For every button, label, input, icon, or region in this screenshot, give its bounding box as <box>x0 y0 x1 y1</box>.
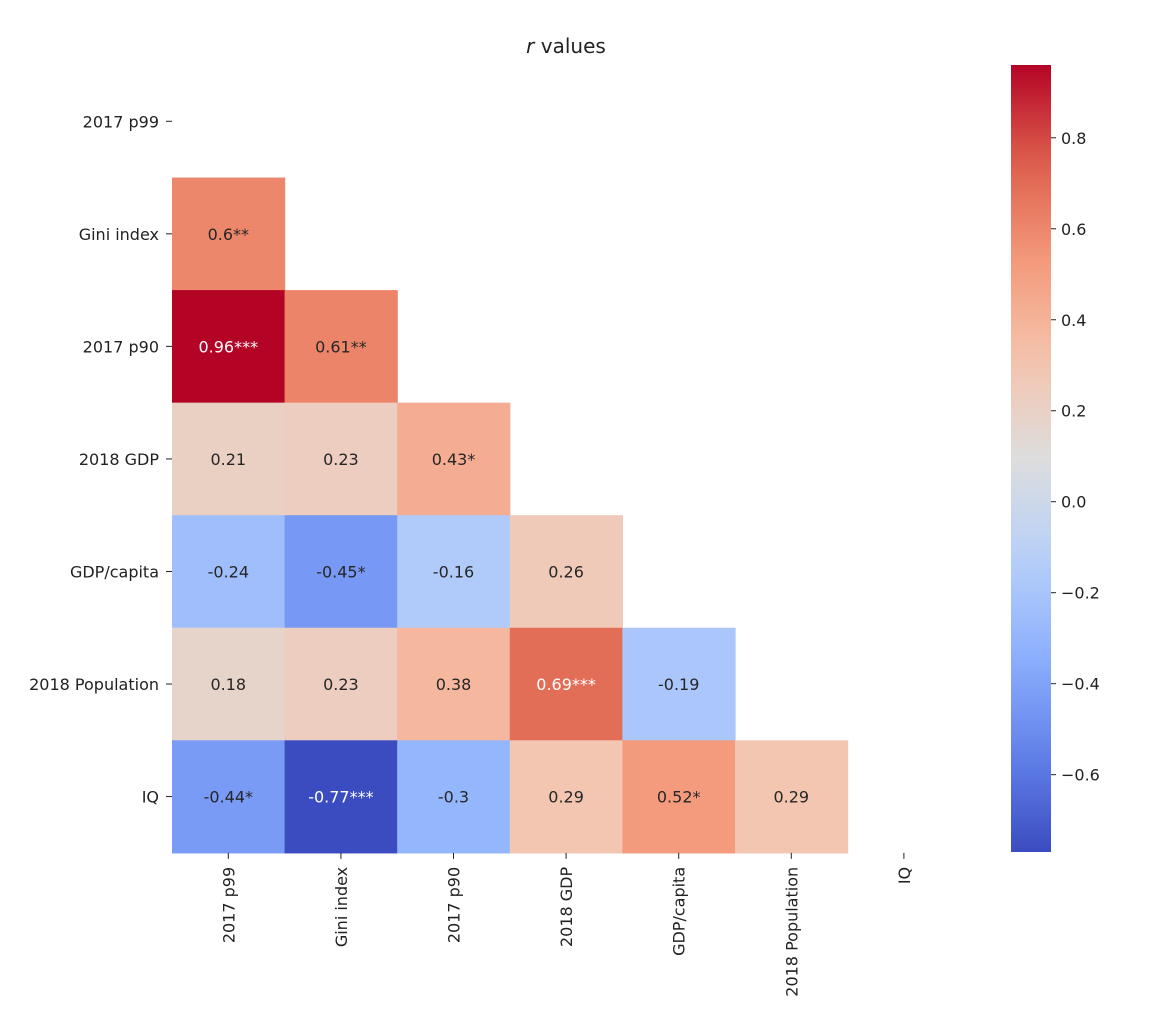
cell-value-label: 0.18 <box>210 675 246 694</box>
chart-title-rest: values <box>534 34 605 58</box>
colorbar-tick-label: −0.6 <box>1061 766 1100 785</box>
chart-title-italic: r <box>526 34 536 58</box>
cell-value-label: -0.77*** <box>308 788 373 807</box>
colorbar-tick-label: −0.4 <box>1061 675 1100 694</box>
cell-value-label: -0.19 <box>658 675 699 694</box>
cell-value-label: 0.29 <box>548 788 584 807</box>
heatmap-cell <box>622 627 736 741</box>
x-tick-label: 2018 GDP <box>557 866 576 947</box>
heatmap-cells <box>172 177 849 854</box>
y-axis: 2017 p99 Gini index 2017 p90 2018 GDP GDP/ca… <box>29 112 172 807</box>
cell-value-label: 0.61** <box>315 337 367 356</box>
x-tick-label: 2017 p90 <box>445 867 464 943</box>
x-tick-label: 2018 Population <box>782 867 801 997</box>
colorbar-gradient <box>1011 65 1051 852</box>
colorbar: 0.8 0.6 0.4 0.2 0.0 −0.2 −0.4 −0.6 <box>1011 65 1100 852</box>
cell-value-label: -0.3 <box>438 788 469 807</box>
cell-value-label: 0.96*** <box>198 337 258 356</box>
cell-value-label: 0.23 <box>323 450 359 469</box>
heatmap-cell <box>509 740 623 854</box>
y-tick-label: 2017 p90 <box>83 337 159 356</box>
cell-value-label: 0.43* <box>432 450 476 469</box>
y-tick-label: Gini index <box>79 225 159 244</box>
cell-value-label: 0.23 <box>323 675 359 694</box>
heatmap-cell <box>397 515 511 629</box>
heatmap-cell <box>397 740 511 854</box>
heatmap-cell <box>172 402 286 516</box>
cell-value-label: 0.21 <box>210 450 246 469</box>
heatmap-cell <box>172 290 286 404</box>
heatmap-cell <box>509 515 623 629</box>
y-tick-label: 2018 GDP <box>79 450 160 469</box>
y-tick-label: 2018 Population <box>29 675 159 694</box>
y-tick-label: IQ <box>142 788 159 807</box>
colorbar-tick-label: 0.6 <box>1061 220 1086 239</box>
x-tick-label: 2017 p99 <box>219 867 238 943</box>
heatmap-cell <box>735 740 849 854</box>
cell-value-label: 0.6** <box>208 225 249 244</box>
heatmap-cell <box>172 627 286 741</box>
heatmap-cell <box>284 627 398 741</box>
cell-value-label: 0.26 <box>548 562 584 581</box>
heatmap-cell <box>172 740 286 854</box>
chart-title: r values <box>526 34 606 58</box>
heatmap-cell <box>172 515 286 629</box>
y-tick-label: 2017 p99 <box>83 112 159 131</box>
cell-value-label: -0.16 <box>433 562 474 581</box>
cell-value-label: 0.29 <box>773 788 809 807</box>
x-tick-label: IQ <box>895 867 914 884</box>
cell-value-label: -0.45* <box>316 562 365 581</box>
x-tick-label: Gini index <box>332 867 351 947</box>
heatmap-cell <box>172 177 286 291</box>
y-tick-label: GDP/capita <box>70 562 159 581</box>
heatmap-cell <box>284 290 398 404</box>
heatmap-cell <box>622 740 736 854</box>
heatmap-annotations: 0.6** 0.96*** 0.61** 0.21 0.23 0.43* -0.24 -0.4… <box>198 225 809 807</box>
heatmap-cell <box>397 402 511 516</box>
x-tick-label: GDP/capita <box>670 867 689 956</box>
colorbar-tick-label: 0.4 <box>1061 311 1086 330</box>
colorbar-tick-label: 0.0 <box>1061 493 1086 512</box>
heatmap-cell <box>284 402 398 516</box>
colorbar-tick-label: 0.8 <box>1061 129 1086 148</box>
cell-value-label: -0.44* <box>204 788 253 807</box>
heatmap-cell <box>284 515 398 629</box>
heatmap-cell <box>509 627 623 741</box>
cell-value-label: -0.24 <box>208 562 249 581</box>
cell-value-label: 0.69*** <box>536 675 596 694</box>
cell-value-label: 0.52* <box>657 788 701 807</box>
x-axis: 2017 p99 Gini index 2017 p90 2018 GDP GDP/ca… <box>219 852 914 997</box>
heatmap-cell <box>284 740 398 854</box>
cell-value-label: 0.38 <box>436 675 472 694</box>
heatmap-cell <box>397 627 511 741</box>
colorbar-tick-label: −0.2 <box>1061 584 1100 603</box>
colorbar-tick-label: 0.2 <box>1061 402 1086 421</box>
